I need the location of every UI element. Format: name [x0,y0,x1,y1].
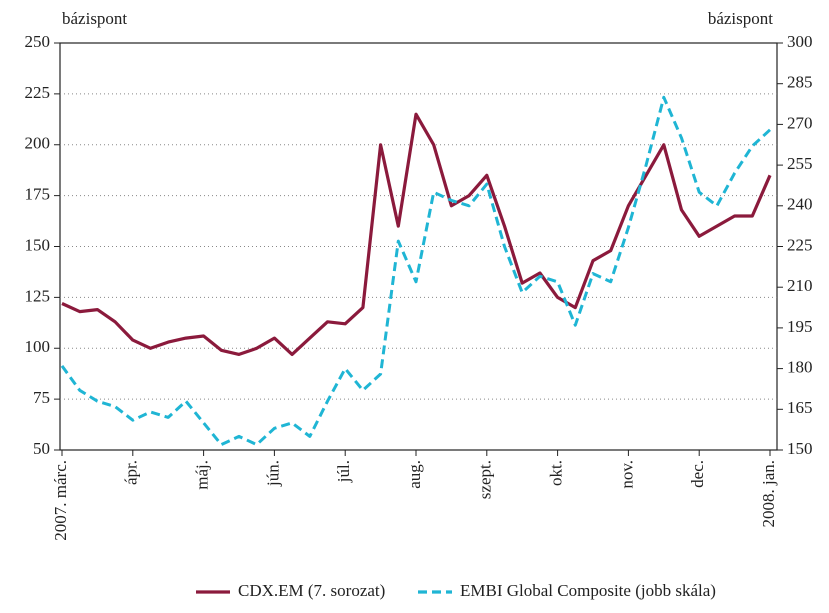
y2-tick-label: 300 [787,32,813,51]
x-tick-label: 2008. jan. [759,460,778,528]
x-tick-label: jún. [263,460,282,487]
y-tick-label: 175 [25,185,51,204]
y2-tick-label: 195 [787,317,813,336]
x-tick-label: 2007. márc. [51,460,70,541]
x-tick-label: okt. [547,460,566,486]
y2-tick-label: 255 [787,154,813,173]
y-axis-label: bázispont [62,9,127,28]
x-tick-label: dec. [688,460,707,488]
x-tick-label: szept. [476,460,495,499]
y2-tick-label: 285 [787,73,813,92]
y2-tick-label: 270 [787,113,813,132]
y2-tick-label: 165 [787,398,813,417]
y-tick-label: 200 [25,134,51,153]
y2-tick-label: 225 [787,235,813,254]
x-tick-label: nov. [617,460,636,489]
series-line [61,112,772,356]
legend-label: CDX.EM (7. sorozat) [238,581,385,600]
y-tick-label: 150 [25,235,51,254]
plot-frame [59,42,778,451]
y2-tick-label: 150 [787,439,813,458]
y2-tick-label: 180 [787,358,813,377]
y-tick-label: 50 [33,439,50,458]
y-tick-label: 75 [33,388,50,407]
y-tick-label: 125 [25,286,51,305]
x-tick-label: máj. [193,460,212,490]
x-tick-label: ápr. [122,460,141,485]
y-tick-label: 100 [25,337,51,356]
y2-tick-label: 210 [787,276,813,295]
x-tick-label: aug. [405,460,424,489]
legend-label: EMBI Global Composite (jobb skála) [460,581,716,600]
series-line [60,95,772,447]
y2-tick-label: 240 [787,195,813,214]
y2-axis-label: bázispont [708,9,773,28]
y-tick-label: 225 [25,83,51,102]
y-tick-label: 250 [25,32,51,51]
x-tick-label: júl. [334,460,353,483]
